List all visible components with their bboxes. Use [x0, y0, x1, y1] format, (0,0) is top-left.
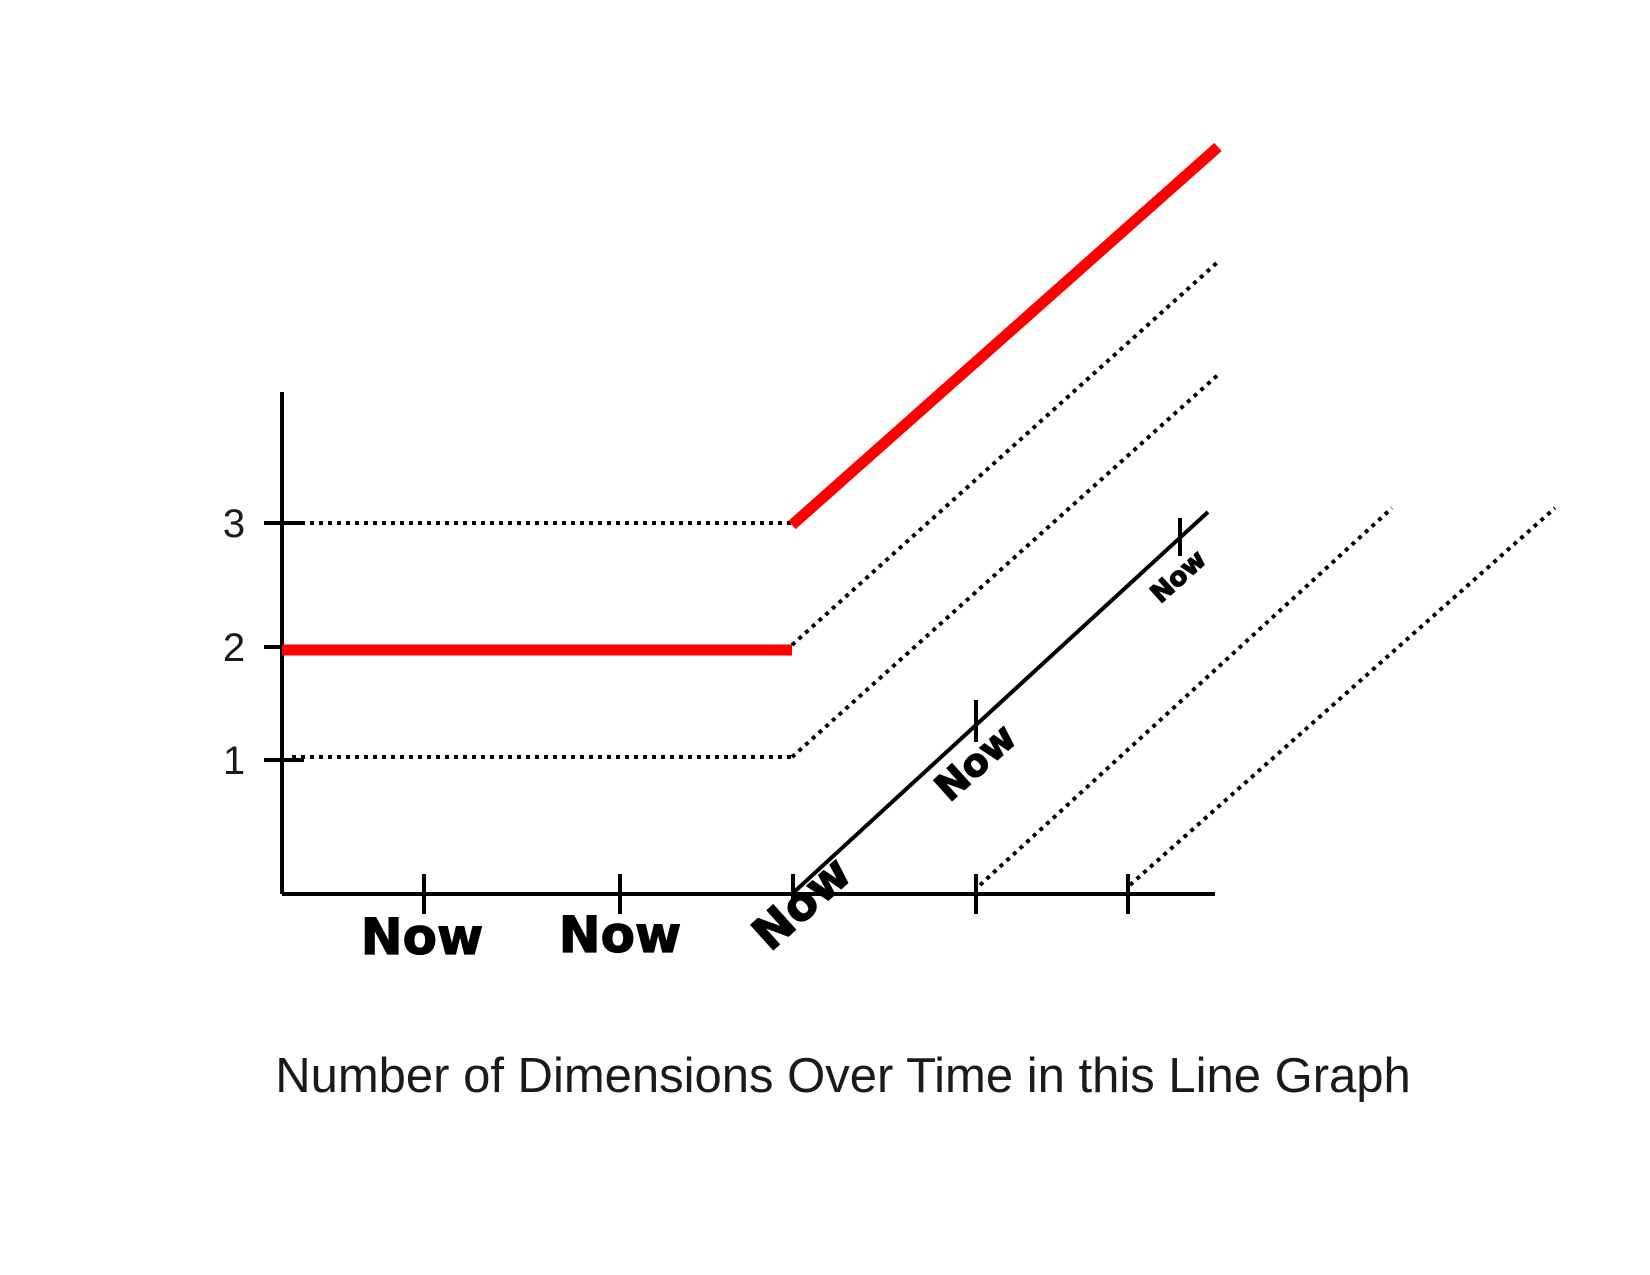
ytick-label-3: 3 — [223, 502, 245, 546]
guide-diagonal-1 — [790, 258, 1222, 647]
ytick-label-2: 2 — [223, 626, 245, 670]
chart-caption: Number of Dimensions Over Time in this L… — [275, 1049, 1411, 1103]
ytick-label-1: 1 — [223, 739, 245, 783]
guide-diagonal-3 — [978, 506, 1394, 887]
xtick-label-2: Now — [559, 906, 681, 964]
axes — [264, 392, 1215, 914]
series-layer — [282, 142, 1222, 656]
xtick-label-3: Now — [741, 845, 861, 960]
guide-diagonal-2 — [790, 371, 1222, 759]
diagonal-axis-line — [791, 510, 1210, 895]
diagonal-time-axis — [791, 510, 1210, 895]
series-line-2 — [788, 142, 1222, 530]
dotted-guides — [292, 258, 1557, 887]
xtick-label-1: Now — [361, 908, 483, 966]
